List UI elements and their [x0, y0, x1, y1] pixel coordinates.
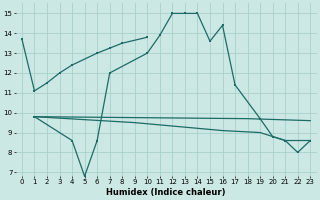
X-axis label: Humidex (Indice chaleur): Humidex (Indice chaleur)	[106, 188, 226, 197]
